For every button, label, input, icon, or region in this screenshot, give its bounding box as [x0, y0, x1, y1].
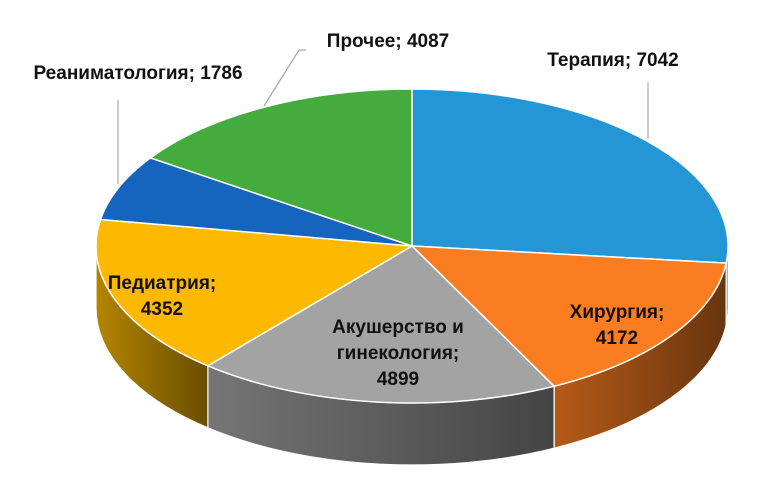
pie-top-faces: [95, 88, 729, 404]
pie-slice-resuscitation: [99, 157, 413, 247]
leader-line-other: [263, 49, 306, 107]
leader-lines: [117, 49, 649, 184]
pie-slice-pediatrics: [95, 218, 413, 367]
data-label-pediatrics: Педиатрия; 4352: [108, 273, 217, 320]
pie-slice-obstetrics-gynecology: [207, 245, 555, 404]
pie-slice-other: [149, 88, 413, 247]
data-label-other: Прочее; 4087: [327, 31, 449, 52]
data-label-therapy: Терапия; 7042: [547, 50, 679, 71]
data-labels: Терапия; 7042 Хирургия; 4172 Акушерство и ги…: [33, 31, 678, 390]
data-label-resuscitation: Реаниматология; 1786: [33, 63, 242, 84]
pie-slice-surgery: [411, 245, 727, 387]
data-label-surgery: Хирургия; 4172: [570, 302, 665, 349]
pie-slice-therapy: [411, 88, 729, 264]
data-label-obstetrics-gynecology: Акушерство и гинекология; 4899: [332, 317, 464, 390]
